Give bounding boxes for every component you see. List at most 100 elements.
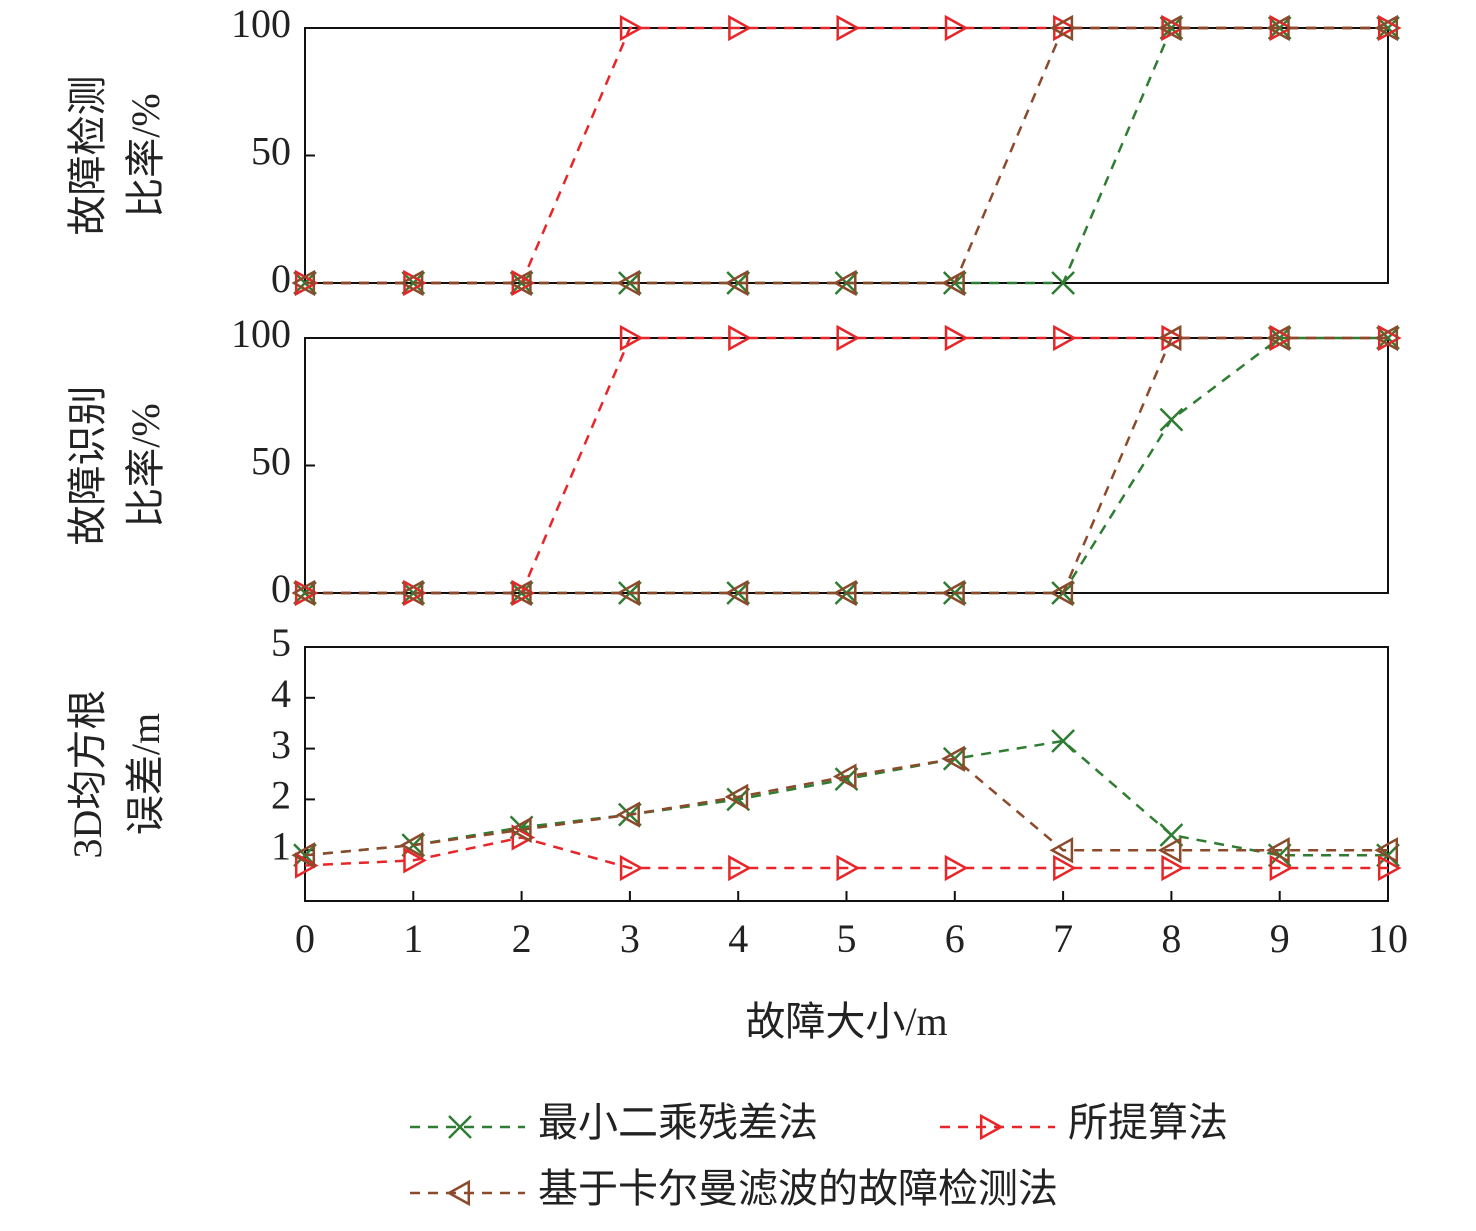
y-tick-label: 5 <box>271 620 291 665</box>
y-tick-label: 4 <box>271 671 291 716</box>
y-axis-label: 比率/% <box>123 403 168 527</box>
y-axis-label: 故障检测 <box>65 76 110 236</box>
y-tick-label: 3 <box>271 722 291 767</box>
marker <box>291 842 316 869</box>
marker <box>941 745 965 772</box>
marker <box>399 831 424 859</box>
series-line <box>305 26 1388 285</box>
y-tick-label: 50 <box>251 439 291 484</box>
x-tick-label: 1 <box>403 916 423 961</box>
marker <box>291 579 316 607</box>
marker <box>448 1115 472 1139</box>
series-line <box>304 757 1388 857</box>
series-line <box>305 336 1388 595</box>
marker <box>1374 14 1399 42</box>
series-line <box>305 26 1388 285</box>
plot-frame <box>304 27 1389 284</box>
marker <box>616 579 640 607</box>
series-line <box>305 336 1388 595</box>
marker <box>1157 14 1182 42</box>
y-tick-label: 100 <box>231 1 291 46</box>
marker <box>1266 324 1290 352</box>
x-tick-label: 0 <box>295 916 315 961</box>
marker <box>941 269 965 297</box>
marker <box>1266 837 1290 864</box>
marker <box>1049 837 1074 864</box>
plot-frame <box>304 337 1389 594</box>
marker <box>1159 407 1184 432</box>
series-line <box>304 836 1388 870</box>
marker <box>724 579 749 607</box>
series-line <box>305 336 1388 595</box>
marker <box>1049 579 1074 607</box>
marker <box>508 579 532 607</box>
marker <box>294 852 319 879</box>
x-tick-label: 10 <box>1368 916 1408 961</box>
marker <box>728 324 752 352</box>
legend-label: 所提算法 <box>1068 1100 1228 1145</box>
marker <box>1157 837 1182 864</box>
marker <box>291 269 316 297</box>
marker <box>619 14 644 42</box>
marker <box>616 269 640 297</box>
marker <box>1374 324 1399 352</box>
marker <box>1269 854 1294 882</box>
marker <box>832 579 857 607</box>
y-axis-label: 误差/m <box>123 713 168 835</box>
marker <box>836 324 861 352</box>
marker <box>832 269 857 297</box>
y-axis-label: 故障识别 <box>65 386 110 546</box>
legend-label: 基于卡尔曼滤波的故障检测法 <box>538 1166 1058 1211</box>
marker <box>979 1113 1004 1141</box>
marker <box>446 1179 471 1207</box>
x-tick-label: 6 <box>945 916 965 961</box>
marker <box>616 801 640 828</box>
y-tick-label: 50 <box>251 129 291 174</box>
marker <box>1051 271 1075 295</box>
x-tick-label: 3 <box>620 916 640 961</box>
marker <box>728 14 752 42</box>
y-tick-label: 0 <box>271 566 291 611</box>
marker <box>1053 324 1077 352</box>
marker <box>832 763 857 790</box>
marker <box>1051 729 1075 753</box>
y-tick-label: 1 <box>271 823 291 868</box>
marker <box>724 783 749 810</box>
marker <box>944 14 969 42</box>
marker <box>944 324 969 352</box>
marker <box>508 816 532 844</box>
x-tick-label: 2 <box>512 916 532 961</box>
x-tick-label: 8 <box>1161 916 1181 961</box>
marker <box>944 854 969 882</box>
marker <box>1049 14 1074 42</box>
y-tick-label: 2 <box>271 773 291 818</box>
marker <box>508 269 532 297</box>
series-line <box>305 26 1388 285</box>
marker <box>728 854 752 882</box>
marker <box>399 269 424 297</box>
marker <box>399 579 424 607</box>
marker <box>1053 854 1077 882</box>
legend-label: 最小二乘残差法 <box>538 1100 818 1145</box>
marker <box>511 824 536 851</box>
marker <box>619 324 644 352</box>
marker <box>1374 837 1399 864</box>
y-tick-label: 0 <box>271 256 291 301</box>
marker <box>724 269 749 297</box>
marker <box>1161 854 1185 882</box>
marker <box>1266 14 1290 42</box>
y-axis-label: 比率/% <box>123 93 168 217</box>
x-axis-label: 故障大小/m <box>745 999 947 1044</box>
marker <box>836 14 861 42</box>
x-tick-label: 5 <box>837 916 857 961</box>
x-tick-label: 7 <box>1053 916 1073 961</box>
marker <box>403 847 427 874</box>
y-axis-label: 3D均方根 <box>65 690 110 859</box>
marker <box>619 854 644 882</box>
x-tick-label: 9 <box>1270 916 1290 961</box>
marker <box>1377 854 1402 882</box>
marker <box>836 854 861 882</box>
marker <box>1159 823 1184 847</box>
